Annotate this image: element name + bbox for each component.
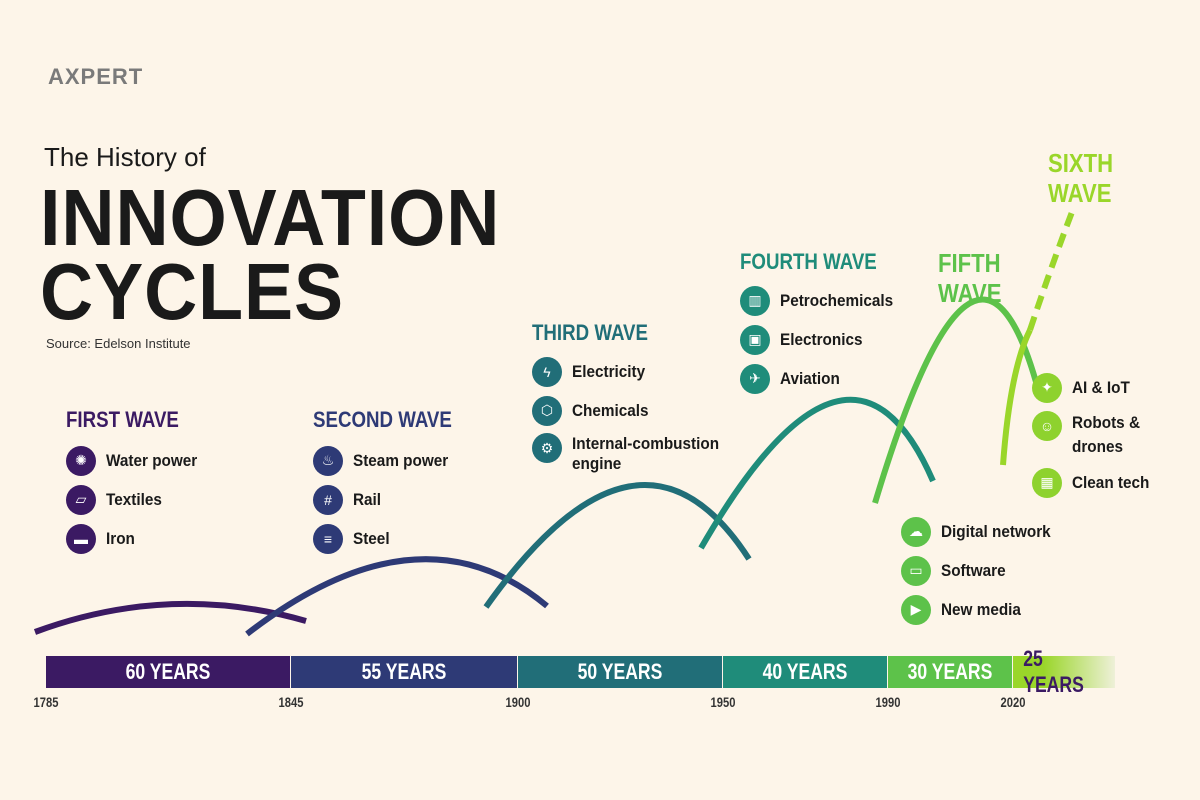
laptop-icon: ▭ [901, 555, 931, 586]
cloud-icon: ☁ [901, 516, 931, 547]
list-item: ⬡ Chemicals [532, 391, 742, 430]
list-item: ▬ Iron [66, 519, 207, 558]
refinery-icon: ▥ [740, 285, 770, 316]
wave-curve-2 [245, 556, 549, 637]
year-label: 1845 [278, 694, 304, 710]
list-item: # Rail [313, 480, 476, 519]
item-label: Software [941, 560, 1006, 580]
wave-title: FIRST WAVE [66, 407, 179, 432]
duration-label: 40 YEARS [762, 659, 848, 684]
wave-curve-6 [1000, 328, 1033, 466]
title-prefix: The History of [44, 142, 206, 172]
item-label: Digital network [941, 521, 1051, 541]
duration-label: 25 YEARS [1023, 646, 1084, 697]
airplane-icon: ✈ [740, 363, 770, 394]
year-label: 2020 [1000, 694, 1026, 710]
list-item: ☁ Digital network [901, 512, 1063, 551]
source-note: Source: Edelson Institute [46, 336, 191, 351]
list-item: ♨ Steam power [313, 441, 476, 480]
water-wheel-icon: ✺ [66, 445, 96, 476]
ai-brain-icon: ✦ [1032, 372, 1062, 403]
iron-ingot-icon: ▬ [66, 523, 96, 554]
list-item: ▶ New media [901, 590, 1063, 629]
wave-first: FIRST WAVE ✺ Water power ▱ Textiles ▬ Iron [66, 405, 207, 558]
rail-icon: # [313, 484, 343, 515]
title-line-2: CYCLES [40, 247, 345, 336]
duration-bar-3: 50 YEARS [518, 656, 723, 688]
duration-bar-6: 25 YEARS [1013, 646, 1115, 697]
textile-icon: ▱ [66, 484, 96, 515]
duration-bar-2: 55 YEARS [291, 656, 518, 688]
list-item: ▣ Electronics [740, 320, 906, 359]
steel-beam-icon: ≡ [313, 523, 343, 554]
item-label: New media [941, 599, 1021, 619]
list-item: ▥ Petrochemicals [740, 281, 906, 320]
wave-title: THIRD WAVE [532, 320, 649, 345]
item-label: Electronics [780, 329, 863, 349]
list-item: ☺ Robots & drones [1032, 407, 1158, 463]
year-label: 1900 [505, 694, 531, 710]
wave-curve-4 [698, 396, 936, 550]
item-label: AI & IoT [1072, 377, 1130, 397]
wave-fourth: FOURTH WAVE ▥ Petrochemicals ▣ Electronics… [740, 247, 906, 398]
list-item: ▭ Software [901, 551, 1063, 590]
molecule-icon: ⬡ [532, 395, 562, 426]
duration-bar-4: 40 YEARS [723, 656, 888, 688]
wave-title-fifth: FIFTH WAVE [938, 248, 1002, 308]
wave-sixth-items: ✦ AI & IoT ☺ Robots & drones ▦ Clean tech [1032, 368, 1158, 502]
item-label: Internal-combustion engine [572, 434, 720, 473]
list-item: ≡ Steel [313, 519, 476, 558]
item-label: Chemicals [572, 400, 649, 420]
item-label: Steam power [353, 450, 449, 470]
robot-icon: ☺ [1032, 411, 1062, 441]
year-label: 1785 [33, 694, 59, 710]
wave-curve-6-projected [1027, 210, 1075, 331]
list-item: ▱ Textiles [66, 480, 207, 519]
wave-title-sixth: SIXTH WAVE [1048, 148, 1114, 208]
wave-fifth-items: ☁ Digital network ▭ Software ▶ New media [901, 512, 1063, 629]
video-monitor-icon: ▶ [901, 594, 931, 625]
solar-panel-icon: ▦ [1032, 467, 1062, 498]
list-item: ✺ Water power [66, 441, 207, 480]
list-item: ⚙ Internal-combustion engine [532, 430, 742, 478]
wave-title: SECOND WAVE [313, 407, 452, 432]
item-label: Electricity [572, 361, 646, 381]
list-item: ϟ Electricity [532, 352, 742, 391]
duration-label: 50 YEARS [577, 659, 663, 684]
wave-second: SECOND WAVE ♨ Steam power # Rail ≡ Steel [313, 405, 476, 558]
item-label: Textiles [106, 489, 162, 509]
engine-icon: ⚙ [532, 433, 562, 463]
brand-logo: AXPERT [48, 64, 144, 89]
chip-icon: ▣ [740, 324, 770, 355]
duration-label: 55 YEARS [361, 659, 447, 684]
wave-title: FOURTH WAVE [740, 249, 877, 274]
lightning-icon: ϟ [532, 356, 562, 387]
duration-label: 30 YEARS [907, 659, 993, 684]
year-label: 1950 [710, 694, 736, 710]
item-label: Robots & drones [1072, 413, 1140, 456]
item-label: Steel [353, 528, 390, 548]
steam-engine-icon: ♨ [313, 445, 343, 476]
title-line-1: INNOVATION [40, 173, 501, 262]
item-label: Clean tech [1072, 472, 1150, 492]
wave-third: THIRD WAVE ϟ Electricity ⬡ Chemicals ⚙ Inte… [532, 318, 742, 478]
item-label: Aviation [780, 368, 840, 388]
list-item: ✦ AI & IoT [1032, 368, 1158, 407]
duration-bar-5: 30 YEARS [888, 656, 1013, 688]
duration-bar-1: 60 YEARS [46, 656, 291, 688]
year-label: 1990 [875, 694, 901, 710]
list-item: ▦ Clean tech [1032, 463, 1158, 502]
item-label: Petrochemicals [780, 290, 894, 310]
wave-curve-5 [872, 296, 1039, 504]
item-label: Iron [106, 528, 135, 548]
list-item: ✈ Aviation [740, 359, 906, 398]
item-label: Rail [353, 489, 382, 509]
duration-label: 60 YEARS [125, 659, 211, 684]
item-label: Water power [106, 450, 198, 470]
